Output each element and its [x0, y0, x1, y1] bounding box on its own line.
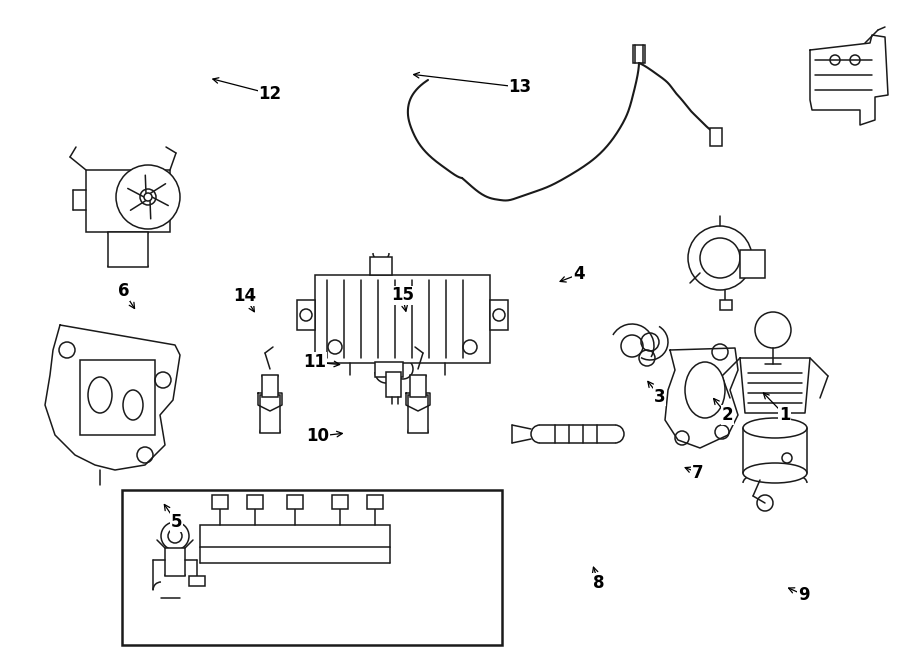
Text: 4: 4	[573, 265, 584, 284]
Bar	[260, 395, 280, 433]
Bar	[287, 495, 303, 509]
Bar	[315, 275, 490, 363]
Polygon shape	[740, 358, 810, 413]
Bar	[720, 300, 732, 310]
Bar	[108, 232, 148, 267]
Text: 12: 12	[258, 85, 282, 103]
Text: 7: 7	[692, 463, 703, 482]
Text: 6: 6	[118, 282, 129, 300]
Bar	[740, 250, 765, 278]
Text: 13: 13	[508, 78, 532, 97]
Ellipse shape	[743, 463, 807, 483]
Polygon shape	[406, 393, 430, 411]
Bar	[408, 395, 428, 433]
Text: 5: 5	[171, 513, 182, 531]
Circle shape	[161, 522, 189, 550]
Bar	[80, 360, 155, 435]
Polygon shape	[665, 348, 738, 448]
Bar	[165, 548, 185, 576]
Bar	[410, 375, 426, 397]
Bar	[633, 45, 645, 63]
Text: 9: 9	[798, 586, 809, 604]
Text: 2: 2	[722, 406, 733, 424]
Text: 14: 14	[233, 287, 256, 305]
Bar	[122, 490, 502, 645]
Text: 11: 11	[303, 353, 327, 371]
Circle shape	[144, 193, 152, 201]
Text: 8: 8	[593, 574, 604, 592]
Bar	[386, 372, 401, 397]
Polygon shape	[258, 393, 282, 411]
Bar	[370, 257, 392, 275]
Text: 3: 3	[654, 387, 665, 406]
Bar	[332, 495, 348, 509]
Bar	[375, 362, 403, 377]
Circle shape	[116, 165, 180, 229]
Polygon shape	[810, 35, 888, 125]
Circle shape	[755, 312, 791, 348]
Bar	[86, 170, 170, 232]
Ellipse shape	[743, 418, 807, 438]
Bar	[200, 525, 390, 547]
Bar	[367, 495, 383, 509]
Text: 1: 1	[779, 406, 790, 424]
Bar	[247, 495, 263, 509]
Bar	[189, 576, 205, 586]
Circle shape	[688, 226, 752, 290]
Bar	[490, 300, 508, 330]
Bar	[297, 300, 315, 330]
Text: 10: 10	[306, 427, 329, 446]
Polygon shape	[45, 325, 180, 470]
Bar	[212, 495, 228, 509]
Bar	[262, 375, 278, 397]
Bar	[710, 128, 722, 146]
Ellipse shape	[685, 362, 725, 418]
Text: 15: 15	[391, 286, 414, 305]
